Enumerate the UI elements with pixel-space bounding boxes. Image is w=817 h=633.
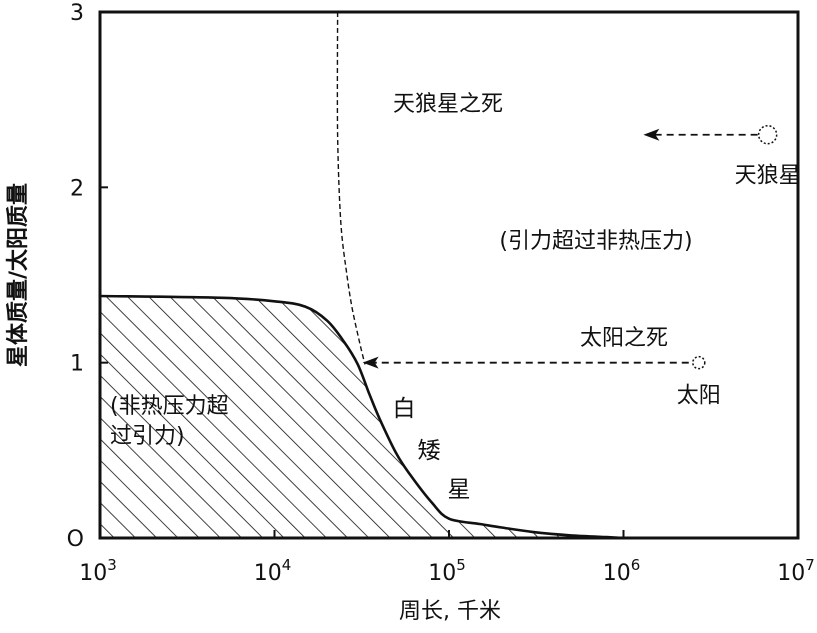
y-axis-title: 星体质量/太阳质量 — [6, 183, 31, 367]
annotation-gravity-wins: (引力超过非热压力) — [499, 229, 692, 254]
star-marker-1 — [692, 355, 706, 370]
curves — [99, 11, 624, 540]
x-tick-label-1: 104 — [254, 556, 292, 586]
x-tick-label-2: 105 — [428, 556, 466, 586]
arrow-label-sun-death: 太阳之死 — [580, 326, 668, 351]
white-dwarf-char-1: 白 — [393, 396, 416, 422]
white-dwarf-char-3: 星 — [448, 477, 471, 503]
white-dwarf-curve — [99, 294, 624, 540]
y-tick-label-1: 1 — [70, 352, 84, 377]
y-tick-label-2: 2 — [70, 176, 84, 201]
star-label-1: 太阳 — [677, 384, 721, 409]
arrow-head-1 — [362, 356, 379, 369]
stable-region-hatched — [100, 296, 624, 538]
x-tick-label-0: 103 — [79, 556, 117, 586]
star-marker-0 — [757, 124, 778, 145]
x-axis-title: 周长, 千米 — [399, 599, 501, 624]
arrow-head-0 — [643, 128, 660, 141]
arrow-label-sirius-death: 天狼星之死 — [393, 92, 503, 117]
arrows — [362, 128, 758, 369]
boundary-dashed-curve — [336, 11, 366, 365]
y-tick-label-3: 3 — [70, 1, 84, 26]
x-tick-label-4: 107 — [777, 556, 815, 586]
y-tick-label-0: O — [67, 527, 84, 552]
x-tick-label-3: 106 — [603, 556, 641, 586]
star-label-0: 天狼星 — [735, 164, 801, 189]
hatched-area — [100, 296, 624, 538]
white-dwarf-char-2: 矮 — [418, 438, 441, 464]
annotation-pressure-wins-line2: 过引力) — [110, 424, 185, 449]
axis-ticks: 103 104 105 106 107 O 1 2 3 — [67, 1, 815, 586]
annotation-pressure-wins-line1: (非热压力超 — [110, 394, 229, 419]
